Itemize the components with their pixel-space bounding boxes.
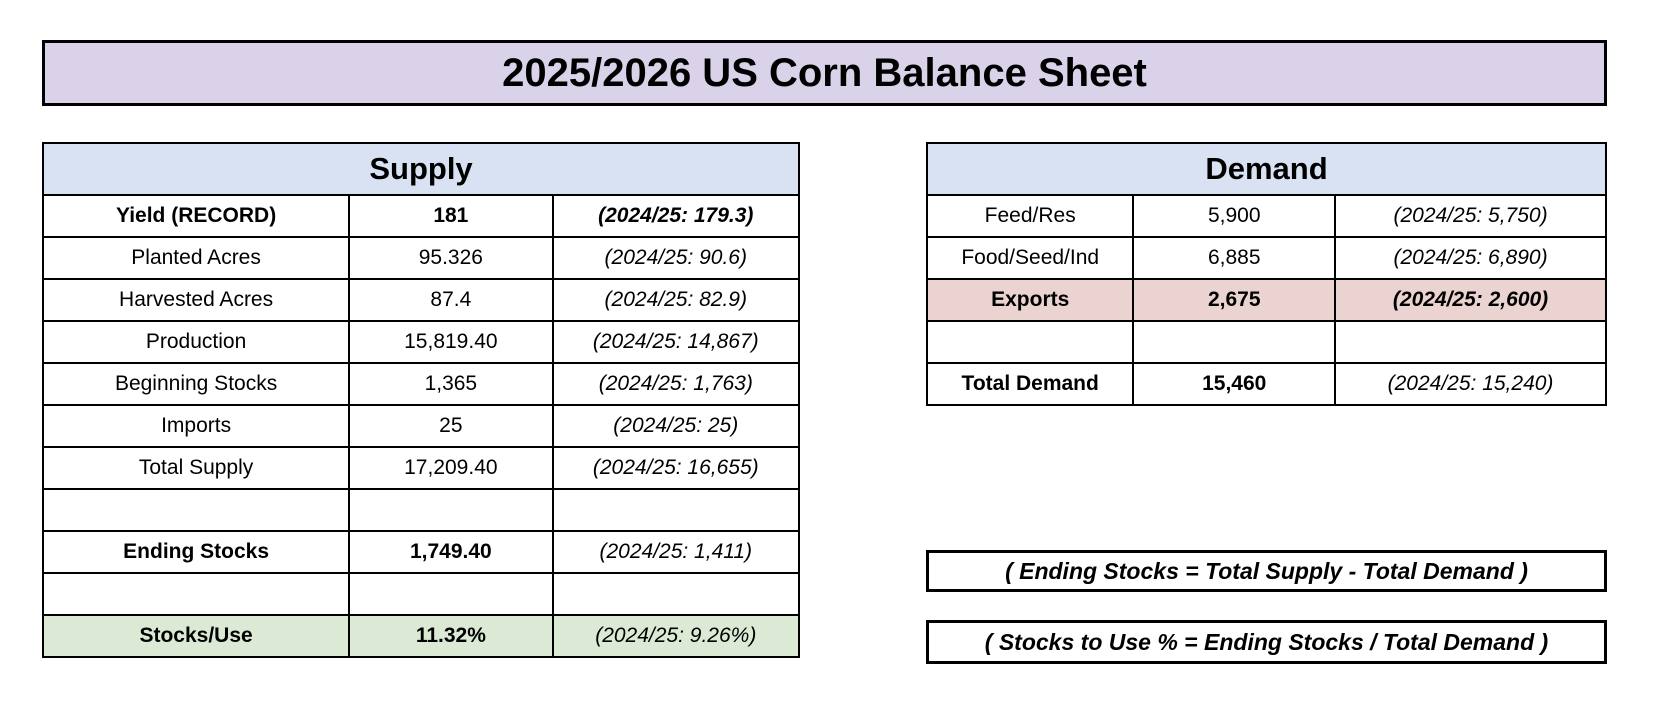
stocks-to-use-formula-note: ( Stocks to Use % = Ending Stocks / Tota… <box>926 620 1607 664</box>
row-prior-year: (2024/25: 179.3) <box>551 194 801 238</box>
page-title: 2025/2026 US Corn Balance Sheet <box>42 40 1607 106</box>
table-row-ending-stocks: Ending Stocks 1,749.40 (2024/25: 1,411) <box>41 530 801 574</box>
table-row-exports: Exports 2,675 (2024/25: 2,600) <box>925 278 1607 322</box>
row-prior-year: (2024/25: 25) <box>551 404 801 448</box>
row-prior-year: (2024/25: 1,763) <box>551 362 801 406</box>
table-row-harvested-acres: Harvested Acres 87.4 (2024/25: 82.9) <box>41 278 801 322</box>
row-label: Stocks/Use <box>41 614 351 658</box>
table-row-stocks-use: Stocks/Use 11.32% (2024/25: 9.26%) <box>41 614 801 658</box>
row-value: 95.326 <box>348 236 554 280</box>
empty-cell <box>348 488 554 532</box>
table-row-spacer <box>41 572 801 616</box>
row-prior-year: (2024/25: 15,240) <box>1334 362 1607 406</box>
empty-cell <box>925 320 1135 364</box>
row-label: Planted Acres <box>41 236 351 280</box>
empty-cell <box>1132 320 1337 364</box>
ending-stocks-formula-note: ( Ending Stocks = Total Supply - Total D… <box>926 550 1607 592</box>
row-prior-year: (2024/25: 6,890) <box>1334 236 1607 280</box>
row-value: 6,885 <box>1132 236 1337 280</box>
demand-header: Demand <box>926 142 1607 196</box>
empty-cell <box>348 572 554 616</box>
table-row-planted-acres: Planted Acres 95.326 (2024/25: 90.6) <box>41 236 801 280</box>
row-label: Exports <box>925 278 1135 322</box>
supply-table: Supply Yield (RECORD) 181 (2024/25: 179.… <box>41 142 801 658</box>
row-value: 17,209.40 <box>348 446 554 490</box>
supply-header-row: Supply <box>42 142 800 196</box>
row-label: Yield (RECORD) <box>41 194 351 238</box>
table-row-spacer <box>41 488 801 532</box>
row-prior-year: (2024/25: 5,750) <box>1334 194 1607 238</box>
table-row-yield: Yield (RECORD) 181 (2024/25: 179.3) <box>41 194 801 238</box>
row-label: Beginning Stocks <box>41 362 351 406</box>
row-label: Total Demand <box>925 362 1135 406</box>
row-value: 15,819.40 <box>348 320 554 364</box>
row-prior-year: (2024/25: 2,600) <box>1334 278 1607 322</box>
row-prior-year: (2024/25: 14,867) <box>551 320 801 364</box>
row-prior-year: (2024/25: 9.26%) <box>551 614 801 658</box>
row-value: 25 <box>348 404 554 448</box>
row-label: Harvested Acres <box>41 278 351 322</box>
row-prior-year: (2024/25: 1,411) <box>551 530 801 574</box>
row-label: Total Supply <box>41 446 351 490</box>
row-value: 1,365 <box>348 362 554 406</box>
table-row-spacer <box>925 320 1607 364</box>
demand-header-row: Demand <box>926 142 1607 196</box>
table-row-imports: Imports 25 (2024/25: 25) <box>41 404 801 448</box>
table-row-food-seed-ind: Food/Seed/Ind 6,885 (2024/25: 6,890) <box>925 236 1607 280</box>
empty-cell <box>551 488 801 532</box>
row-label: Production <box>41 320 351 364</box>
empty-cell <box>551 572 801 616</box>
row-label: Feed/Res <box>925 194 1135 238</box>
table-row-total-supply: Total Supply 17,209.40 (2024/25: 16,655) <box>41 446 801 490</box>
table-row-total-demand: Total Demand 15,460 (2024/25: 15,240) <box>925 362 1607 406</box>
empty-cell <box>1334 320 1607 364</box>
row-label: Imports <box>41 404 351 448</box>
table-row-beginning-stocks: Beginning Stocks 1,365 (2024/25: 1,763) <box>41 362 801 406</box>
table-row-production: Production 15,819.40 (2024/25: 14,867) <box>41 320 801 364</box>
empty-cell <box>41 572 351 616</box>
row-label: Ending Stocks <box>41 530 351 574</box>
demand-table: Demand Feed/Res 5,900 (2024/25: 5,750) F… <box>925 142 1607 406</box>
row-label: Food/Seed/Ind <box>925 236 1135 280</box>
table-row-feed-res: Feed/Res 5,900 (2024/25: 5,750) <box>925 194 1607 238</box>
row-prior-year: (2024/25: 82.9) <box>551 278 801 322</box>
row-value: 1,749.40 <box>348 530 554 574</box>
row-prior-year: (2024/25: 90.6) <box>551 236 801 280</box>
row-value: 181 <box>348 194 554 238</box>
row-prior-year: (2024/25: 16,655) <box>551 446 801 490</box>
empty-cell <box>41 488 351 532</box>
row-value: 2,675 <box>1132 278 1337 322</box>
row-value: 87.4 <box>348 278 554 322</box>
supply-header: Supply <box>42 142 800 196</box>
row-value: 15,460 <box>1132 362 1337 406</box>
row-value: 11.32% <box>348 614 554 658</box>
row-value: 5,900 <box>1132 194 1337 238</box>
